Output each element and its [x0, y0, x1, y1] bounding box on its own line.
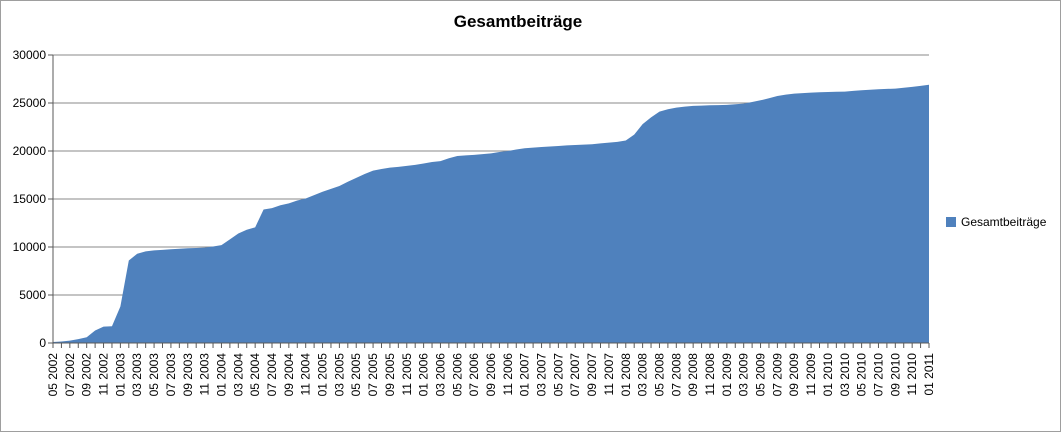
y-tick-label: 0 [39, 336, 46, 350]
x-tick-label: 11 2002 [97, 353, 111, 396]
x-tick-label: 07 2007 [568, 353, 582, 397]
legend: Gesamtbeiträge [946, 215, 1046, 229]
x-tick-label: 11 2009 [804, 353, 818, 396]
x-tick-label: 07 2008 [669, 353, 683, 397]
x-tick-label: 05 2006 [450, 353, 464, 397]
x-tick-label: 11 2005 [400, 353, 414, 396]
x-tick-label: 07 2006 [467, 353, 481, 397]
x-tick-label: 01 2004 [214, 353, 228, 397]
x-tick-label: 01 2009 [720, 353, 734, 397]
x-tick-label: 03 2006 [433, 353, 447, 397]
x-tick-label: 09 2003 [181, 353, 195, 397]
x-tick-label: 03 2008 [636, 353, 650, 397]
x-tick-label: 11 2003 [198, 353, 212, 396]
x-tick-label: 09 2007 [585, 353, 599, 397]
x-tick-label: 01 2003 [113, 353, 127, 397]
chart-title: Gesamtbeiträge [453, 12, 583, 31]
x-tick-label: 09 2009 [787, 353, 801, 397]
y-tick-label: 30000 [13, 48, 47, 62]
x-tick-label: 07 2005 [366, 353, 380, 397]
x-tick-label: 05 2007 [551, 353, 565, 397]
x-tick-label: 07 2002 [63, 353, 77, 397]
x-tick-label: 07 2010 [871, 353, 885, 397]
x-tick-label: 05 2009 [754, 353, 768, 397]
x-tick-label: 09 2006 [484, 353, 498, 397]
y-tick-label: 5000 [19, 288, 46, 302]
x-tick-label: 01 2010 [821, 353, 835, 397]
x-tick-label: 05 2003 [147, 353, 161, 397]
x-tick-label: 03 2009 [737, 353, 751, 397]
x-tick-label: 03 2007 [535, 353, 549, 397]
x-tick-label: 09 2004 [282, 353, 296, 397]
x-tick-label: 11 2008 [703, 353, 717, 396]
x-tick-label: 09 2010 [888, 353, 902, 397]
x-tick-label: 03 2010 [838, 353, 852, 397]
x-tick-label: 07 2009 [770, 353, 784, 397]
y-tick-label: 10000 [13, 240, 47, 254]
y-tick-label: 15000 [13, 192, 47, 206]
x-tick-label: 01 2011 [922, 353, 936, 396]
x-tick-label: 01 2006 [417, 353, 431, 397]
x-tick-label: 09 2005 [383, 353, 397, 397]
area-series [53, 84, 929, 343]
y-tick-label: 25000 [13, 96, 47, 110]
x-tick-label: 07 2003 [164, 353, 178, 397]
x-tick-label: 03 2004 [231, 353, 245, 397]
x-tick-label: 11 2004 [299, 353, 313, 396]
x-tick-label: 11 2007 [602, 353, 616, 396]
x-tick-label: 01 2007 [518, 353, 532, 397]
x-tick-label: 01 2008 [619, 353, 633, 397]
legend-label: Gesamtbeiträge [961, 215, 1047, 229]
x-tick-label: 03 2003 [130, 353, 144, 397]
x-tick-label: 05 2005 [349, 353, 363, 397]
x-tick-label: 03 2005 [332, 353, 346, 397]
x-tick-label: 05 2010 [855, 353, 869, 397]
legend-swatch-icon [946, 217, 956, 227]
x-tick-label: 09 2008 [686, 353, 700, 397]
y-tick-label: 20000 [13, 144, 47, 158]
x-tick-label: 05 2008 [652, 353, 666, 397]
x-tick-label: 09 2002 [80, 353, 94, 397]
x-tick-label: 11 2010 [905, 353, 919, 396]
x-tick-label: 11 2006 [501, 353, 515, 396]
x-tick-label: 05 2002 [46, 353, 60, 397]
x-tick-label: 05 2004 [248, 353, 262, 397]
x-tick-label: 07 2004 [265, 353, 279, 397]
x-tick-label: 01 2005 [316, 353, 330, 397]
